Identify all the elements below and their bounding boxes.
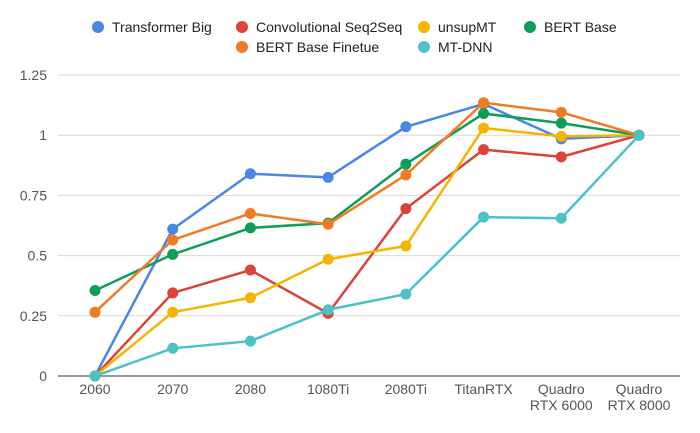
data-point-bert-base xyxy=(478,108,490,120)
data-point-mt-dnn xyxy=(244,335,256,347)
data-point-unsupmt xyxy=(167,306,179,318)
data-point-mt-dnn xyxy=(322,304,334,316)
data-point-bert-base-finetue xyxy=(322,218,334,230)
data-point-mt-dnn xyxy=(400,288,412,300)
series-line-convolutional-seq2seq xyxy=(94,133,640,377)
data-point-bert-base xyxy=(244,222,256,234)
legend-label-bert-base: BERT Base xyxy=(544,19,617,35)
x-tick-label: 1080Ti xyxy=(307,381,349,397)
legend-item-bert-base: BERT Base xyxy=(524,19,617,35)
data-point-transformer-big xyxy=(167,223,179,235)
data-point-bert-base xyxy=(400,158,412,170)
series-line-bert-base-finetue xyxy=(94,101,640,314)
data-point-convolutional-seq2seq xyxy=(400,203,412,215)
data-point-bert-base-finetue xyxy=(244,207,256,219)
data-point-convolutional-seq2seq xyxy=(555,151,567,163)
series-bert-base-finetue xyxy=(89,97,645,318)
series-unsupmt xyxy=(89,122,645,382)
data-point-unsupmt xyxy=(478,122,490,134)
data-point-bert-base xyxy=(89,285,101,297)
legend-swatch-mt-dnn xyxy=(418,41,430,53)
y-tick-label: 0.25 xyxy=(20,308,47,324)
data-point-bert-base-finetue xyxy=(400,169,412,181)
series-group xyxy=(89,97,645,382)
legend-swatch-bert-base xyxy=(524,21,536,33)
series-line-mt-dnn xyxy=(94,134,640,378)
series-line-bert-base xyxy=(94,112,640,292)
y-tick-label: 1 xyxy=(39,127,47,143)
legend-swatch-transformer-big xyxy=(92,21,104,33)
x-tick-label: Quadro RTX 6000 xyxy=(530,381,593,413)
x-axis-ticks: 2060 2070 2080 1080Ti 2080Ti TitanRTX Quadro RT… xyxy=(79,381,670,413)
data-point-unsupmt xyxy=(400,240,412,252)
data-point-convolutional-seq2seq xyxy=(244,264,256,276)
legend-label-unsupmt: unsupMT xyxy=(438,19,497,35)
legend-item-convolutional-seq2seq: Convolutional Seq2Seq xyxy=(236,19,402,35)
series-line-unsupmt xyxy=(94,126,640,377)
data-point-bert-base-finetue xyxy=(555,106,567,118)
legend-label-convolutional-seq2seq: Convolutional Seq2Seq xyxy=(256,19,402,35)
legend-item-unsupmt: unsupMT xyxy=(418,19,497,35)
legend-swatch-bert-base-finetue xyxy=(236,41,248,53)
legend-label-transformer-big: Transformer Big xyxy=(112,19,212,35)
data-point-mt-dnn xyxy=(478,211,490,223)
data-point-bert-base xyxy=(555,117,567,129)
data-point-mt-dnn xyxy=(633,129,645,141)
x-tick-label: 2060 xyxy=(79,381,110,397)
legend-label-mt-dnn: MT-DNN xyxy=(438,39,492,55)
data-point-mt-dnn xyxy=(555,212,567,224)
data-point-unsupmt xyxy=(555,130,567,142)
data-point-bert-base xyxy=(167,248,179,260)
y-axis-ticks: 0 0.25 0.5 0.75 1 1.25 xyxy=(20,67,47,384)
legend-label-bert-base-finetue: BERT Base Finetue xyxy=(256,39,379,55)
x-tick-label: 2080Ti xyxy=(385,381,427,397)
gridlines xyxy=(58,74,680,317)
y-tick-label: 0.75 xyxy=(20,187,47,203)
data-point-unsupmt xyxy=(322,253,334,265)
legend-item-bert-base-finetue: BERT Base Finetue xyxy=(236,39,379,55)
x-tick-label: Quadro RTX 8000 xyxy=(608,381,671,413)
data-point-unsupmt xyxy=(244,292,256,304)
legend-swatch-unsupmt xyxy=(418,21,430,33)
y-tick-label: 0 xyxy=(39,368,47,384)
series-mt-dnn xyxy=(89,129,645,382)
data-point-transformer-big xyxy=(400,121,412,133)
data-point-convolutional-seq2seq xyxy=(167,287,179,299)
series-line-transformer-big xyxy=(93,102,640,377)
data-point-bert-base-finetue xyxy=(478,97,490,109)
data-point-convolutional-seq2seq xyxy=(478,144,490,156)
legend: Transformer Big Convolutional Seq2Seq unsu… xyxy=(92,19,617,55)
legend-item-transformer-big: Transformer Big xyxy=(92,19,212,35)
x-tick-label: TitanRTX xyxy=(454,381,513,397)
data-point-bert-base-finetue xyxy=(89,306,101,318)
data-point-bert-base-finetue xyxy=(167,234,179,246)
y-tick-label: 0.5 xyxy=(28,248,48,264)
legend-swatch-convolutional-seq2seq xyxy=(236,21,248,33)
data-point-mt-dnn xyxy=(167,342,179,354)
legend-item-mt-dnn: MT-DNN xyxy=(418,39,492,55)
data-point-transformer-big xyxy=(244,168,256,180)
y-tick-label: 1.25 xyxy=(20,67,47,83)
data-point-mt-dnn xyxy=(89,370,101,382)
data-point-transformer-big xyxy=(322,171,334,183)
x-tick-label: 2080 xyxy=(235,381,266,397)
x-tick-label: 2070 xyxy=(157,381,188,397)
